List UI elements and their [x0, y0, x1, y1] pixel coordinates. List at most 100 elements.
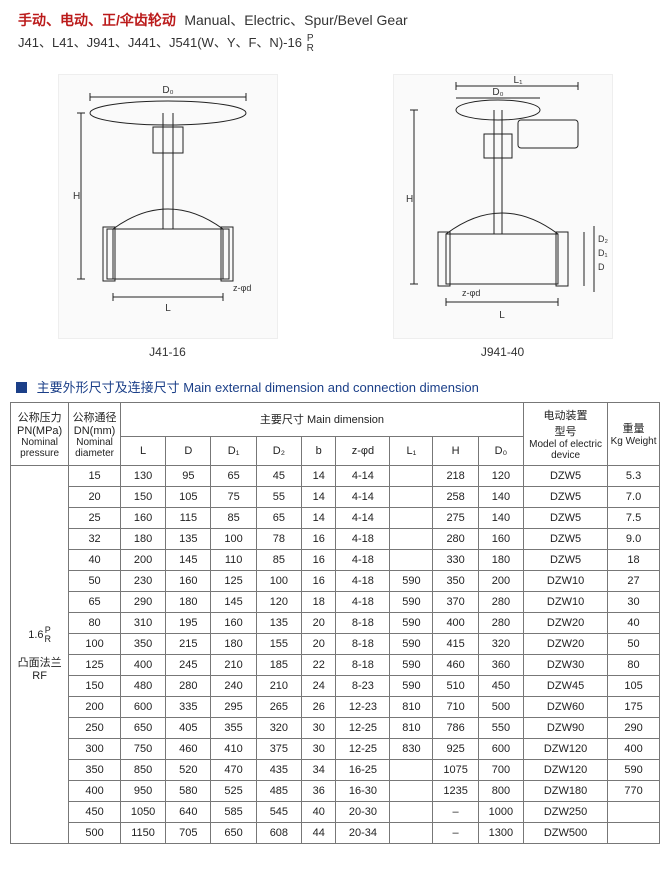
cell-kg: 30	[608, 591, 660, 612]
cell-H: 415	[433, 633, 478, 654]
cell-dn: 150	[69, 675, 121, 696]
cell-L: 400	[120, 654, 165, 675]
cell-D: 180	[166, 591, 211, 612]
cell-D1: 75	[211, 486, 256, 507]
cell-kg: 105	[608, 675, 660, 696]
dimension-table: 公称压力 PN(MPa) Nominal pressure 公称通径 DN(mm…	[10, 402, 660, 844]
cell-dev: DZW20	[524, 633, 608, 654]
table-row: 4009505805254853616-301235800DZW180770	[11, 780, 660, 801]
cell-zphid: 8-23	[336, 675, 390, 696]
cell-H: 370	[433, 591, 478, 612]
cell-dn: 32	[69, 528, 121, 549]
cell-H: 1075	[433, 759, 478, 780]
cell-D0: 120	[478, 465, 523, 486]
cell-dn: 15	[69, 465, 121, 486]
cell-L1	[390, 507, 433, 528]
cell-D0: 550	[478, 717, 523, 738]
cell-D2: 78	[256, 528, 301, 549]
cell-zphid: 4-18	[336, 570, 390, 591]
cell-D0: 200	[478, 570, 523, 591]
title-line: 手动、电动、正/伞齿轮动 Manual、Electric、Spur/Bevel …	[18, 10, 652, 30]
cell-zphid: 12-25	[336, 738, 390, 759]
cell-L1: 590	[390, 612, 433, 633]
cell-D0: 500	[478, 696, 523, 717]
cell-dev: DZW60	[524, 696, 608, 717]
cell-H: 460	[433, 654, 478, 675]
cell-zphid: 12-23	[336, 696, 390, 717]
cell-zphid: 8-18	[336, 633, 390, 654]
svg-text:D₀: D₀	[492, 87, 503, 98]
cell-dn: 25	[69, 507, 121, 528]
cell-L: 310	[120, 612, 165, 633]
cell-H: –	[433, 801, 478, 822]
cell-zphid: 16-30	[336, 780, 390, 801]
cell-D0: 360	[478, 654, 523, 675]
cell-D2: 608	[256, 822, 301, 843]
svg-text:D₂: D₂	[598, 234, 608, 244]
cell-D0: 800	[478, 780, 523, 801]
cell-D0: 140	[478, 507, 523, 528]
pr-fraction: PR	[307, 34, 314, 54]
cell-D1: 180	[211, 633, 256, 654]
cell-L1: 830	[390, 738, 433, 759]
cell-dev: DZW120	[524, 759, 608, 780]
svg-text:z-φd: z-φd	[233, 283, 251, 293]
cell-D1: 410	[211, 738, 256, 759]
table-body: 1.6PR凸面法兰RF15130956545144-14218120DZW55.…	[11, 465, 660, 843]
cell-L: 230	[120, 570, 165, 591]
cell-D0: 450	[478, 675, 523, 696]
cell-D1: 85	[211, 507, 256, 528]
cell-D0: 320	[478, 633, 523, 654]
svg-text:H: H	[73, 191, 80, 202]
svg-text:D₀: D₀	[162, 85, 173, 96]
cell-H: 280	[433, 528, 478, 549]
svg-text:L₁: L₁	[513, 75, 523, 86]
cell-b: 26	[302, 696, 336, 717]
cell-dn: 125	[69, 654, 121, 675]
cell-zphid: 20-30	[336, 801, 390, 822]
col-D1: D₁	[211, 436, 256, 465]
cell-zphid: 4-14	[336, 507, 390, 528]
subtitle: J41、L41、J941、J441、J541(W、Y、F、N)-16 PR	[18, 32, 652, 54]
cell-kg: 9.0	[608, 528, 660, 549]
cell-D: 195	[166, 612, 211, 633]
cell-dev: DZW180	[524, 780, 608, 801]
table-row: 50230160125100164-18590350200DZW1027	[11, 570, 660, 591]
cell-b: 34	[302, 759, 336, 780]
cell-dev: DZW5	[524, 507, 608, 528]
cell-L1	[390, 465, 433, 486]
cell-dev: DZW20	[524, 612, 608, 633]
cell-dn: 65	[69, 591, 121, 612]
diagram-right-caption: J941-40	[393, 345, 613, 359]
cell-D1: 525	[211, 780, 256, 801]
cell-kg: 7.5	[608, 507, 660, 528]
cell-L1	[390, 528, 433, 549]
cell-H: 925	[433, 738, 478, 759]
cell-kg: 27	[608, 570, 660, 591]
cell-kg: 18	[608, 549, 660, 570]
cell-L1: 590	[390, 654, 433, 675]
col-D2: D₂	[256, 436, 301, 465]
cell-D: 95	[166, 465, 211, 486]
cell-L1: 590	[390, 633, 433, 654]
cell-dn: 20	[69, 486, 121, 507]
diagrams-row: D₀ H L z-φd J41-16	[0, 74, 670, 359]
col-device: 电动装置 型号 Model of electric device	[524, 402, 608, 465]
cell-D: 705	[166, 822, 211, 843]
cell-D2: 265	[256, 696, 301, 717]
cell-D: 460	[166, 738, 211, 759]
diagram-left: D₀ H L z-φd J41-16	[58, 74, 278, 359]
table-row: 3508505204704353416-251075700DZW120590	[11, 759, 660, 780]
cell-kg: 50	[608, 633, 660, 654]
cell-b: 14	[302, 507, 336, 528]
col-main-dim: 主要尺寸 Main dimension	[120, 402, 523, 436]
cell-b: 40	[302, 801, 336, 822]
cell-L1	[390, 486, 433, 507]
cell-D2: 120	[256, 591, 301, 612]
cell-dn: 200	[69, 696, 121, 717]
svg-text:L: L	[165, 303, 171, 314]
table-row: 251601158565144-14275140DZW57.5	[11, 507, 660, 528]
title-en: Manual、Electric、Spur/Bevel Gear	[184, 12, 407, 28]
cell-L1	[390, 822, 433, 843]
cell-dev: DZW30	[524, 654, 608, 675]
